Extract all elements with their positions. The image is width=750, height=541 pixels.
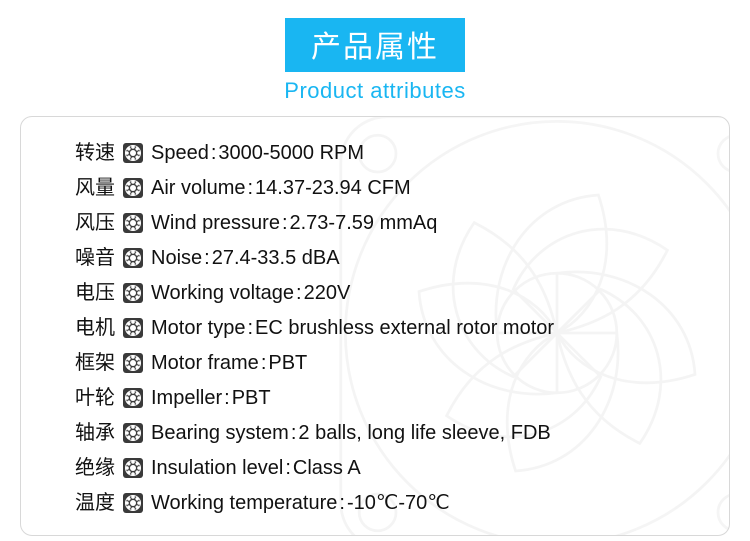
attr-label-cn: 电机 (75, 316, 123, 340)
attr-separator: : (280, 211, 290, 235)
attr-separator: : (222, 386, 232, 410)
fan-bullet-icon (123, 423, 143, 443)
attr-label-cn: 转速 (75, 141, 123, 165)
attribute-row: 电机 Motor type : EC brushless external rot… (75, 316, 719, 340)
attr-value: 27.4-33.5 dBA (212, 246, 340, 270)
attr-value: Class A (293, 456, 361, 480)
attribute-row: 绝缘 Insulation level : Class A (75, 456, 719, 480)
fan-bullet-icon (123, 318, 143, 338)
fan-bullet-icon (123, 178, 143, 198)
attr-separator: : (245, 176, 255, 200)
attr-label-en: Bearing system (151, 421, 289, 445)
attribute-row: 电压 Working voltage : 220V (75, 281, 719, 305)
attribute-row: 转速 Speed : 3000-5000 RPM (75, 141, 719, 165)
attr-label-cn: 风压 (75, 211, 123, 235)
attr-value: EC brushless external rotor motor (255, 316, 554, 340)
attribute-row: 叶轮 Impeller : PBT (75, 386, 719, 410)
attr-value: -10℃-70℃ (347, 491, 450, 515)
attr-value: 3000-5000 RPM (218, 141, 364, 165)
attr-label-cn: 温度 (75, 491, 123, 515)
attr-separator: : (245, 316, 255, 340)
attr-label-en: Insulation level (151, 456, 283, 480)
attr-value: PBT (232, 386, 271, 410)
attribute-row: 噪音 Noise : 27.4-33.5 dBA (75, 246, 719, 270)
attr-value: 14.37-23.94 CFM (255, 176, 411, 200)
fan-bullet-icon (123, 143, 143, 163)
attributes-panel: 转速 Speed : 3000-5000 RPM 风量 Air volume : 14… (20, 116, 730, 536)
attr-label-en: Working voltage (151, 281, 294, 305)
attribute-row: 风量 Air volume : 14.37-23.94 CFM (75, 176, 719, 200)
attr-label-en: Impeller (151, 386, 222, 410)
attr-label-cn: 风量 (75, 176, 123, 200)
attr-label-en: Wind pressure (151, 211, 280, 235)
attr-separator: : (209, 141, 219, 165)
attr-separator: : (289, 421, 299, 445)
attr-label-en: Motor type (151, 316, 245, 340)
attr-label-cn: 叶轮 (75, 386, 123, 410)
attribute-row: 框架 Motor frame : PBT (75, 351, 719, 375)
attr-label-en: Motor frame (151, 351, 259, 375)
attr-label-cn: 绝缘 (75, 456, 123, 480)
attributes-list: 转速 Speed : 3000-5000 RPM 风量 Air volume : 14… (75, 141, 719, 515)
attribute-row: 轴承 Bearing system : 2 balls, long life sl… (75, 421, 719, 445)
attr-label-cn: 噪音 (75, 246, 123, 270)
attr-value: 2.73-7.59 mmAq (290, 211, 438, 235)
attr-label-cn: 框架 (75, 351, 123, 375)
attr-separator: : (283, 456, 293, 480)
attr-separator: : (294, 281, 304, 305)
header: 产品属性 Product attributes (0, 0, 750, 104)
fan-bullet-icon (123, 458, 143, 478)
attr-separator: : (202, 246, 212, 270)
attr-label-cn: 电压 (75, 281, 123, 305)
attribute-row: 风压 Wind pressure : 2.73-7.59 mmAq (75, 211, 719, 235)
attr-separator: : (337, 491, 347, 515)
attr-label-en: Air volume (151, 176, 245, 200)
attr-label-cn: 轴承 (75, 421, 123, 445)
fan-bullet-icon (123, 353, 143, 373)
fan-bullet-icon (123, 283, 143, 303)
attr-value: 2 balls, long life sleeve, FDB (298, 421, 550, 445)
attr-separator: : (259, 351, 269, 375)
attr-label-en: Speed (151, 141, 209, 165)
fan-bullet-icon (123, 493, 143, 513)
attr-label-en: Noise (151, 246, 202, 270)
fan-bullet-icon (123, 388, 143, 408)
title-en: Product attributes (0, 78, 750, 104)
fan-bullet-icon (123, 213, 143, 233)
fan-bullet-icon (123, 248, 143, 268)
attr-label-en: Working temperature (151, 491, 337, 515)
attr-value: PBT (268, 351, 307, 375)
title-cn: 产品属性 (285, 18, 465, 72)
attr-value: 220V (304, 281, 351, 305)
attribute-row: 温度 Working temperature : -10℃-70℃ (75, 491, 719, 515)
